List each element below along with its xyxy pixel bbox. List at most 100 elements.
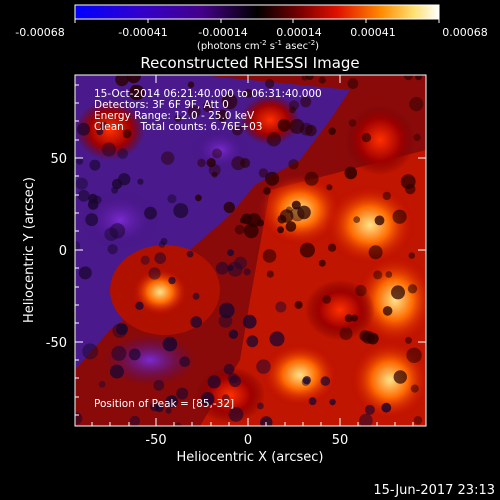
y-axis-label: Heliocentric Y (arcsec): [22, 177, 37, 323]
texture-spot: [111, 345, 127, 361]
texture-spot: [244, 88, 253, 98]
texture-spot: [173, 203, 189, 219]
texture-spot: [176, 387, 189, 400]
texture-spot: [162, 336, 178, 352]
texture-spot: [187, 105, 201, 119]
texture-spot: [359, 413, 373, 426]
texture-spot: [382, 306, 393, 316]
texture-spot: [269, 331, 285, 347]
texture-spot: [78, 266, 92, 280]
x-tick-label: 0: [244, 433, 252, 448]
info-text: 15-Oct-2014 06:21:40.000 to 06:31:40.000…: [94, 88, 322, 410]
x-tick-label: -50: [145, 433, 166, 448]
texture-spot: [256, 359, 271, 374]
texture-spot: [290, 206, 305, 222]
texture-spot: [75, 177, 88, 190]
texture-spot: [413, 133, 421, 141]
texture-spot: [260, 416, 273, 426]
texture-spot: [212, 148, 223, 159]
texture-spot: [175, 422, 182, 426]
texture-spot: [187, 81, 195, 88]
texture-spot: [373, 270, 383, 280]
texture-spot: [329, 398, 336, 406]
texture-spot: [297, 205, 311, 220]
texture-spot: [216, 109, 229, 122]
texture-spot: [231, 156, 246, 171]
texture-spot: [391, 285, 405, 300]
texture-spot: [328, 243, 337, 252]
texture-spot: [122, 129, 132, 139]
texture-spot: [137, 178, 144, 185]
colorbar-frame: [74, 4, 440, 20]
texture-spot: [168, 276, 176, 285]
texture-spot: [215, 261, 229, 275]
texture-spot: [148, 267, 161, 280]
texture-spot: [227, 264, 234, 271]
texture-spot: [190, 316, 202, 328]
texture-spot: [294, 300, 303, 309]
texture-spot: [96, 128, 104, 136]
texture-spot: [241, 213, 252, 225]
texture-spot: [129, 415, 140, 426]
texture-spot: [285, 206, 293, 214]
texture-spot: [109, 364, 124, 379]
texture-spot: [154, 252, 166, 264]
texture-spot: [82, 343, 99, 360]
texture-spot: [355, 284, 367, 297]
texture-spot: [381, 402, 392, 413]
texture-spot: [413, 416, 423, 425]
texture-spot: [161, 151, 175, 165]
texture-spot: [228, 407, 244, 422]
texture-spot: [85, 213, 99, 227]
texture-spot: [76, 157, 84, 165]
texture-spot: [126, 75, 141, 84]
texture-spot: [117, 148, 128, 159]
colorbar-tick-label: 0.00041: [350, 26, 396, 39]
x-axis-ticks: [91, 75, 414, 426]
texture-spot: [265, 78, 275, 89]
texture-spot: [77, 122, 91, 136]
texture-spot: [300, 96, 312, 108]
detectors-text: Detectors: 3F 6F 9F, Att 0: [94, 99, 229, 111]
colorbar-tick-label: 0.00014: [276, 26, 322, 39]
texture-spot: [305, 75, 314, 80]
colorbar-tick-label: -0.00014: [198, 26, 247, 39]
texture-spot: [222, 394, 230, 402]
texture-spot: [361, 330, 375, 344]
texture-spot: [115, 75, 129, 87]
texture-spot: [77, 189, 90, 202]
texture-spot: [223, 201, 235, 214]
texture-spot: [227, 249, 235, 257]
texture-spot: [301, 377, 310, 386]
texture-spot: [165, 407, 172, 414]
texture-spot: [211, 171, 218, 178]
texture-spot: [289, 118, 305, 134]
texture-spot: [408, 252, 415, 259]
x-tick-label: 50: [332, 433, 349, 448]
texture-spot: [207, 375, 221, 389]
colorbar-tick-label: -0.00068: [15, 26, 64, 39]
y-tick-label: -50: [46, 336, 67, 351]
texture-spot: [353, 216, 361, 224]
texture-spot: [265, 171, 280, 186]
texture-spot: [392, 209, 407, 224]
texture-spot: [223, 364, 235, 375]
texture-spot: [285, 221, 297, 232]
texture-spot: [228, 329, 239, 339]
texture-spot: [344, 314, 353, 323]
texture-spot: [407, 284, 418, 294]
texture-spot: [403, 75, 413, 81]
texture-spot: [101, 142, 116, 157]
texture-spot: [322, 295, 332, 304]
texture-spot: [368, 245, 383, 260]
texture-spot: [197, 158, 206, 168]
texture-spot: [165, 395, 178, 408]
texture-spot: [304, 171, 319, 186]
texture-spot: [89, 159, 101, 171]
texture-spot: [328, 127, 336, 135]
texture-spot: [195, 194, 202, 202]
texture-spot: [415, 75, 423, 81]
texture-spot: [275, 301, 287, 313]
